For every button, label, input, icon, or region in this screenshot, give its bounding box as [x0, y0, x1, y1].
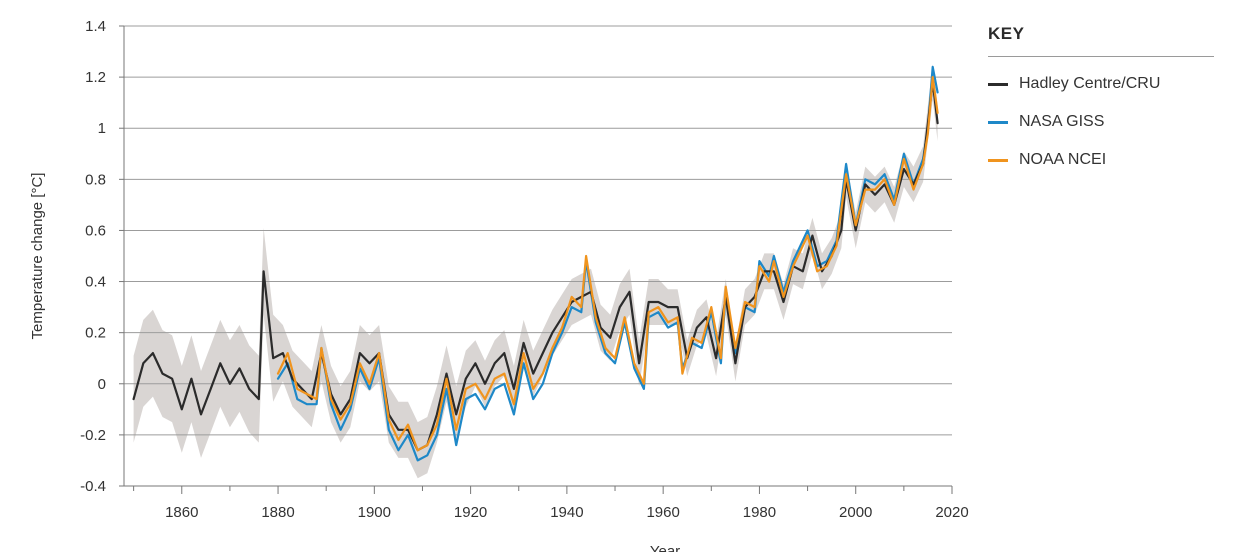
y-tick-label: 1.4 — [85, 18, 106, 35]
temperature-chart: -0.4 -0.2 0 0.2 0.4 0.6 0.8 1 1.2 1.4 1860 1880 190… — [29, 18, 969, 552]
legend-item-noaa: NOAA NCEI — [988, 149, 1214, 171]
x-tick-label: 1960 — [646, 504, 679, 521]
series-line-nasa-giss — [276, 65, 939, 462]
y-tick-label: -0.4 — [80, 478, 106, 495]
x-tick-label: 2020 — [935, 504, 968, 521]
legend-swatch-hadley — [988, 82, 1008, 86]
y-tick-label: 0.8 — [85, 171, 106, 188]
y-tick-label: 1 — [98, 120, 106, 137]
y-tick-label: 0.6 — [85, 222, 106, 239]
legend-title: KEY — [988, 24, 1214, 57]
x-tick-labels: 1860 1880 1900 1920 1940 1960 1980 2000 2020 — [165, 504, 969, 521]
series-line-hadley-centre-cru — [132, 81, 939, 452]
legend-item-hadley: Hadley Centre/CRU — [988, 73, 1214, 95]
axes — [123, 26, 953, 494]
legend-swatch-nasa — [988, 120, 1008, 124]
series-lines — [132, 65, 939, 462]
legend-item-nasa: NASA GISS — [988, 111, 1214, 133]
x-tick-label: 2000 — [839, 504, 872, 521]
x-axis-title: Year — [650, 543, 680, 552]
y-tick-label: 1.2 — [85, 69, 106, 86]
legend-swatch-noaa — [988, 158, 1008, 162]
x-tick-label: 1920 — [454, 504, 487, 521]
x-tick-label: 1940 — [550, 504, 583, 521]
legend-label-noaa: NOAA NCEI — [1019, 151, 1107, 168]
legend-label-hadley: Hadley Centre/CRU — [1019, 75, 1161, 92]
y-tick-label: -0.2 — [80, 427, 106, 444]
x-tick-label: 1860 — [165, 504, 198, 521]
y-tick-label: 0.4 — [85, 274, 106, 291]
legend: KEY Hadley Centre/CRU NASA GISS NOAA NCE… — [988, 24, 1214, 171]
y-tick-label: 0 — [98, 376, 106, 393]
uncertainty-band-layer — [133, 64, 938, 479]
series-line-noaa-ncei — [276, 75, 939, 452]
y-tick-labels: -0.4 -0.2 0 0.2 0.4 0.6 0.8 1 1.2 1.4 — [80, 18, 106, 495]
x-tick-label: 1980 — [743, 504, 776, 521]
x-tick-label: 1880 — [261, 504, 294, 521]
uncertainty-band — [133, 64, 938, 479]
y-tick-label: 0.2 — [85, 325, 106, 342]
legend-label-nasa: NASA GISS — [1019, 113, 1105, 130]
y-axis-title: Temperature change [°C] — [29, 173, 46, 340]
x-tick-label: 1900 — [358, 504, 391, 521]
